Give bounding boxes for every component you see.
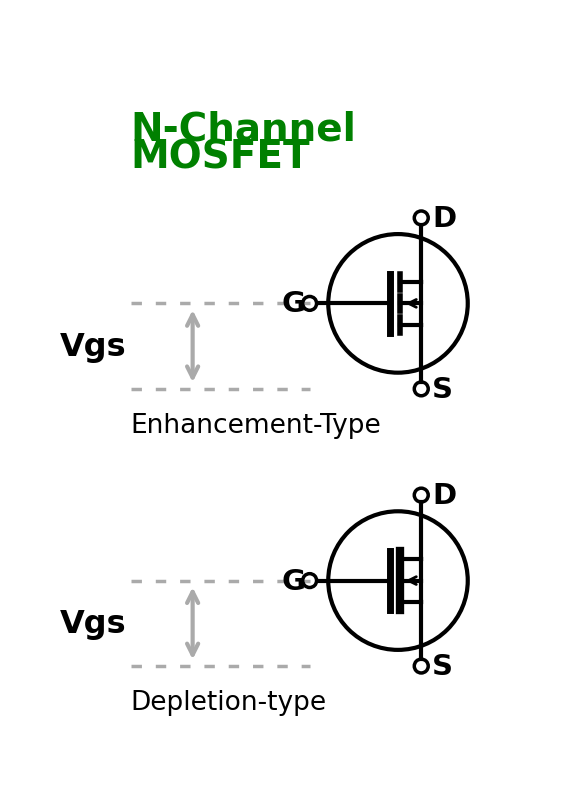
Text: G: G: [282, 290, 306, 318]
Text: N-Channel: N-Channel: [130, 110, 357, 149]
Text: S: S: [432, 652, 453, 680]
Text: D: D: [432, 205, 456, 233]
Text: D: D: [432, 482, 456, 509]
Text: Depletion-type: Depletion-type: [130, 689, 327, 715]
Text: MOSFET: MOSFET: [130, 139, 310, 177]
Text: Vgs: Vgs: [60, 331, 127, 362]
Text: S: S: [432, 375, 453, 403]
Text: Enhancement-Type: Enhancement-Type: [130, 413, 382, 438]
Text: Vgs: Vgs: [60, 608, 127, 639]
Text: G: G: [282, 567, 306, 595]
